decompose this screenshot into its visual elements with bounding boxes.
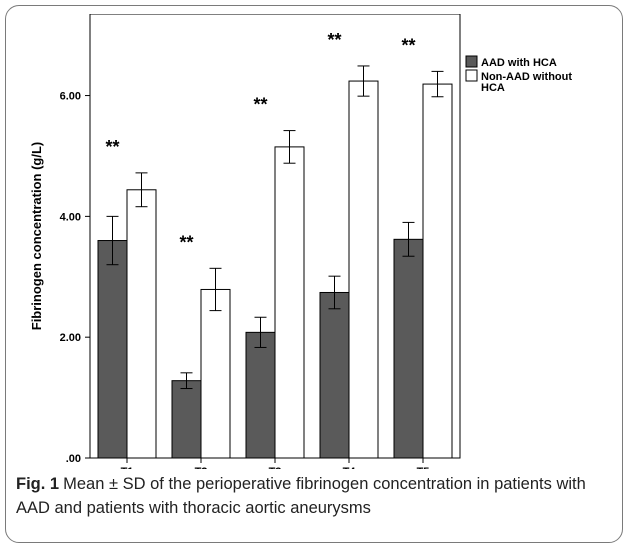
bar (274, 146, 305, 459)
bar (97, 240, 128, 459)
bar (245, 331, 276, 459)
y-tick-label: 2.00 (60, 332, 81, 344)
bar (393, 238, 424, 459)
x-tick-label: T2 (195, 466, 208, 469)
figure-caption: Fig. 1 Mean ± SD of the perioperative fib… (16, 472, 606, 520)
bar-chart: ** ** ** ** ** .00 2.00 4.00 6.00 T1 T2 T3 T4 T5 AAD… (29, 13, 572, 478)
bar (319, 291, 350, 459)
bar (171, 380, 202, 459)
bar (200, 288, 231, 459)
error-bars-layer (106, 65, 444, 390)
significance-marker: ** (105, 137, 119, 157)
significance-marker: ** (327, 30, 341, 50)
chart-area: ** ** ** ** ** .00 2.00 4.00 6.00 T1 T2 T3 T4 T5 AAD… (19, 13, 614, 478)
legend-swatch (465, 55, 478, 68)
y-tick-label: .00 (66, 453, 81, 465)
y-tick-label: 6.00 (60, 91, 81, 103)
legend-label: AAD with HCA (481, 57, 557, 69)
bar (348, 80, 379, 459)
bar (126, 189, 157, 459)
x-tick-label: T4 (343, 466, 357, 469)
y-axis-label: Fibrinogen concentration (g/L) (29, 142, 44, 331)
legend-label: HCA (481, 82, 505, 94)
bar (422, 83, 453, 459)
significance-layer: ** ** ** ** ** (105, 30, 415, 252)
significance-marker: ** (179, 232, 193, 252)
x-tick-label: T5 (417, 466, 430, 469)
legend-label: Non-AAD without (481, 71, 572, 83)
x-tick-label: T1 (121, 466, 134, 469)
legend-swatch (465, 69, 478, 82)
figure-label: Fig. 1 (16, 475, 60, 493)
significance-marker: ** (401, 35, 415, 55)
significance-marker: ** (253, 95, 267, 115)
y-tick-label: 4.00 (60, 211, 81, 223)
caption-text: Mean ± SD of the perioperative fibrinoge… (16, 475, 586, 517)
bars-layer (97, 80, 453, 459)
x-tick-label: T3 (269, 466, 282, 469)
